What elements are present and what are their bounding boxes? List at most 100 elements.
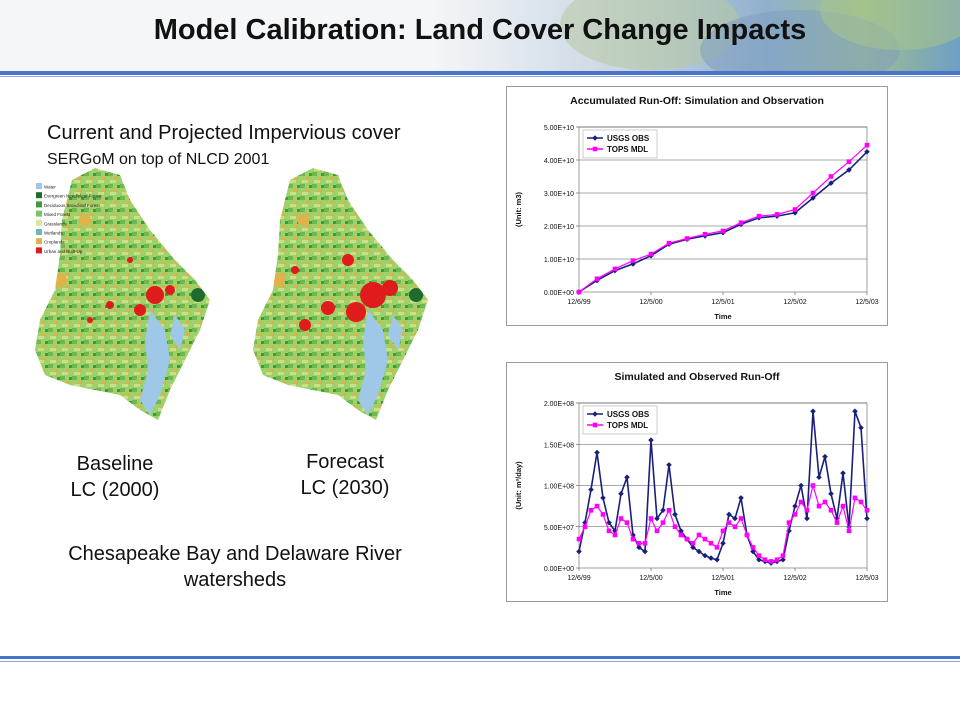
data-point-tops-mdl bbox=[804, 507, 810, 513]
map-legend-swatch bbox=[36, 183, 42, 189]
page-title: Model Calibration: Land Cover Change Imp… bbox=[153, 14, 807, 46]
data-point-tops-mdl bbox=[768, 559, 774, 564]
map-legend-label: Urban and Built-Up bbox=[44, 249, 83, 254]
data-point-tops-mdl bbox=[858, 499, 864, 505]
data-point-tops-mdl bbox=[846, 528, 852, 534]
map-legend-label: Deciduous Broadleaf Forest bbox=[44, 203, 101, 208]
x-axis-label: Time bbox=[714, 312, 731, 321]
data-point-tops-mdl bbox=[702, 231, 708, 237]
data-point-tops-mdl bbox=[864, 142, 870, 148]
accumulated-runoff-chart: Accumulated Run-Off: Simulation and Obse… bbox=[514, 95, 879, 321]
data-point-tops-mdl bbox=[828, 507, 834, 513]
data-point-tops-mdl bbox=[792, 207, 798, 212]
baseline-label-line1: Baseline bbox=[76, 453, 154, 475]
data-point-tops-mdl bbox=[738, 220, 744, 225]
y-tick-label: 5.00E+10 bbox=[544, 125, 574, 132]
data-point-tops-mdl bbox=[612, 266, 618, 272]
x-tick-label: 12/5/02 bbox=[783, 575, 806, 582]
data-point-tops-mdl bbox=[606, 528, 612, 534]
map-legend-swatch bbox=[36, 192, 42, 199]
data-point-tops-mdl bbox=[834, 520, 840, 525]
data-point-tops-mdl bbox=[732, 524, 738, 530]
x-axis-label: Time bbox=[714, 588, 731, 597]
data-point-tops-mdl bbox=[678, 532, 684, 538]
x-tick-label: 12/5/03 bbox=[855, 299, 878, 306]
chart-title: Simulated and Observed Run-Off bbox=[614, 371, 780, 383]
x-tick-label: 12/6/99 bbox=[567, 299, 590, 306]
map-legend-swatch bbox=[36, 247, 42, 254]
data-point-tops-mdl bbox=[750, 545, 756, 550]
data-point-tops-mdl bbox=[642, 540, 648, 546]
legend-box bbox=[582, 129, 658, 159]
chart-legend: USGS OBS TOPS MDL bbox=[582, 405, 658, 435]
y-axis-label: (Unit: m3) bbox=[514, 192, 523, 227]
map-legend-label: Grasslands bbox=[44, 221, 68, 226]
x-tick-label: 12/5/00 bbox=[639, 299, 662, 306]
data-point-tops-mdl bbox=[594, 276, 600, 282]
data-point-tops-mdl bbox=[738, 516, 744, 521]
y-tick-label: 4.00E+10 bbox=[544, 158, 574, 165]
x-tick-label: 12/6/99 bbox=[567, 575, 590, 582]
data-point-tops-mdl bbox=[672, 524, 678, 530]
data-point-tops-mdl bbox=[600, 512, 606, 517]
chart-legend: USGS OBS TOPS MDL bbox=[582, 129, 658, 159]
y-tick-label: 1.50E+08 bbox=[544, 442, 574, 449]
simulated-runoff-chart: Simulated and Observed Run-Off 0.00E+00 5.… bbox=[514, 371, 879, 597]
map-legend-label: Wetlands bbox=[44, 231, 63, 236]
data-point-tops-mdl bbox=[708, 540, 714, 546]
footer-rule-thin bbox=[0, 661, 960, 662]
data-point-tops-mdl bbox=[666, 240, 672, 246]
data-point-tops-mdl bbox=[780, 553, 786, 558]
chart-title: Accumulated Run-Off: Simulation and Obse… bbox=[570, 95, 824, 107]
data-point-tops-mdl bbox=[636, 540, 642, 546]
data-point-tops-mdl bbox=[828, 174, 834, 179]
y-tick-label: 2.00E+10 bbox=[544, 224, 574, 231]
y-tick-label: 0.00E+00 bbox=[544, 566, 574, 573]
data-point-tops-mdl bbox=[840, 503, 846, 509]
data-point-tops-mdl bbox=[756, 553, 762, 558]
data-point-tops-mdl bbox=[714, 545, 720, 550]
accumulated-runoff-panel: Accumulated Run-Off: Simulation and Obse… bbox=[506, 86, 888, 326]
y-axis-label: (Unit: m³/day) bbox=[514, 461, 523, 510]
data-point-tops-mdl bbox=[696, 532, 702, 538]
data-point-tops-mdl bbox=[846, 159, 852, 164]
map-legend-swatch bbox=[36, 219, 42, 226]
data-point-tops-mdl bbox=[612, 532, 618, 538]
x-tick-label: 12/5/00 bbox=[639, 575, 662, 582]
subsubtitle: SERGoM on top of NLCD 2001 bbox=[47, 151, 270, 168]
data-point-tops-mdl bbox=[660, 520, 666, 525]
y-tick-label: 5.00E+07 bbox=[544, 525, 574, 532]
forecast-label-line2: LC (2030) bbox=[300, 477, 390, 499]
data-point-tops-mdl bbox=[720, 528, 726, 534]
data-point-tops-mdl bbox=[798, 499, 804, 505]
footer-rule bbox=[0, 656, 960, 659]
data-point-tops-mdl bbox=[594, 503, 600, 509]
data-point-tops-mdl bbox=[684, 536, 690, 542]
data-point-tops-mdl bbox=[774, 557, 780, 563]
y-tick-label: 1.00E+10 bbox=[544, 257, 574, 264]
header-rule-thin bbox=[0, 76, 960, 77]
data-point-tops-mdl bbox=[852, 495, 858, 501]
map-legend: Water Evergreen Needleleaf Forest Deciduou… bbox=[36, 183, 102, 254]
forecast-label-line1: Forecast bbox=[306, 451, 384, 473]
region-label-line1: Chesapeake Bay and Delaware River bbox=[68, 543, 402, 565]
legend-label: USGS OBS bbox=[607, 410, 650, 419]
land-cover-maps: Water Evergreen Needleleaf Forest Deciduou… bbox=[35, 168, 428, 420]
data-point-tops-mdl bbox=[822, 499, 828, 505]
data-point-tops-mdl bbox=[810, 483, 816, 488]
data-point-tops-mdl bbox=[624, 520, 630, 525]
map-legend-label: Mixed Forest bbox=[44, 212, 71, 217]
data-point-tops-mdl bbox=[630, 258, 636, 263]
data-point-tops-mdl bbox=[720, 228, 726, 234]
data-point-tops-mdl bbox=[690, 540, 696, 546]
data-point-tops-mdl bbox=[816, 503, 822, 509]
x-tick-label: 12/5/01 bbox=[711, 575, 734, 582]
y-tick-label: 0.00E+00 bbox=[544, 290, 574, 297]
data-point-tops-mdl bbox=[744, 532, 750, 538]
y-tick-label: 2.00E+08 bbox=[544, 401, 574, 408]
data-point-tops-mdl bbox=[648, 516, 654, 521]
map-legend-swatch bbox=[36, 229, 42, 235]
data-point-tops-mdl bbox=[582, 524, 588, 530]
legend-label: TOPS MDL bbox=[607, 421, 648, 430]
data-point-tops-mdl bbox=[702, 536, 708, 542]
